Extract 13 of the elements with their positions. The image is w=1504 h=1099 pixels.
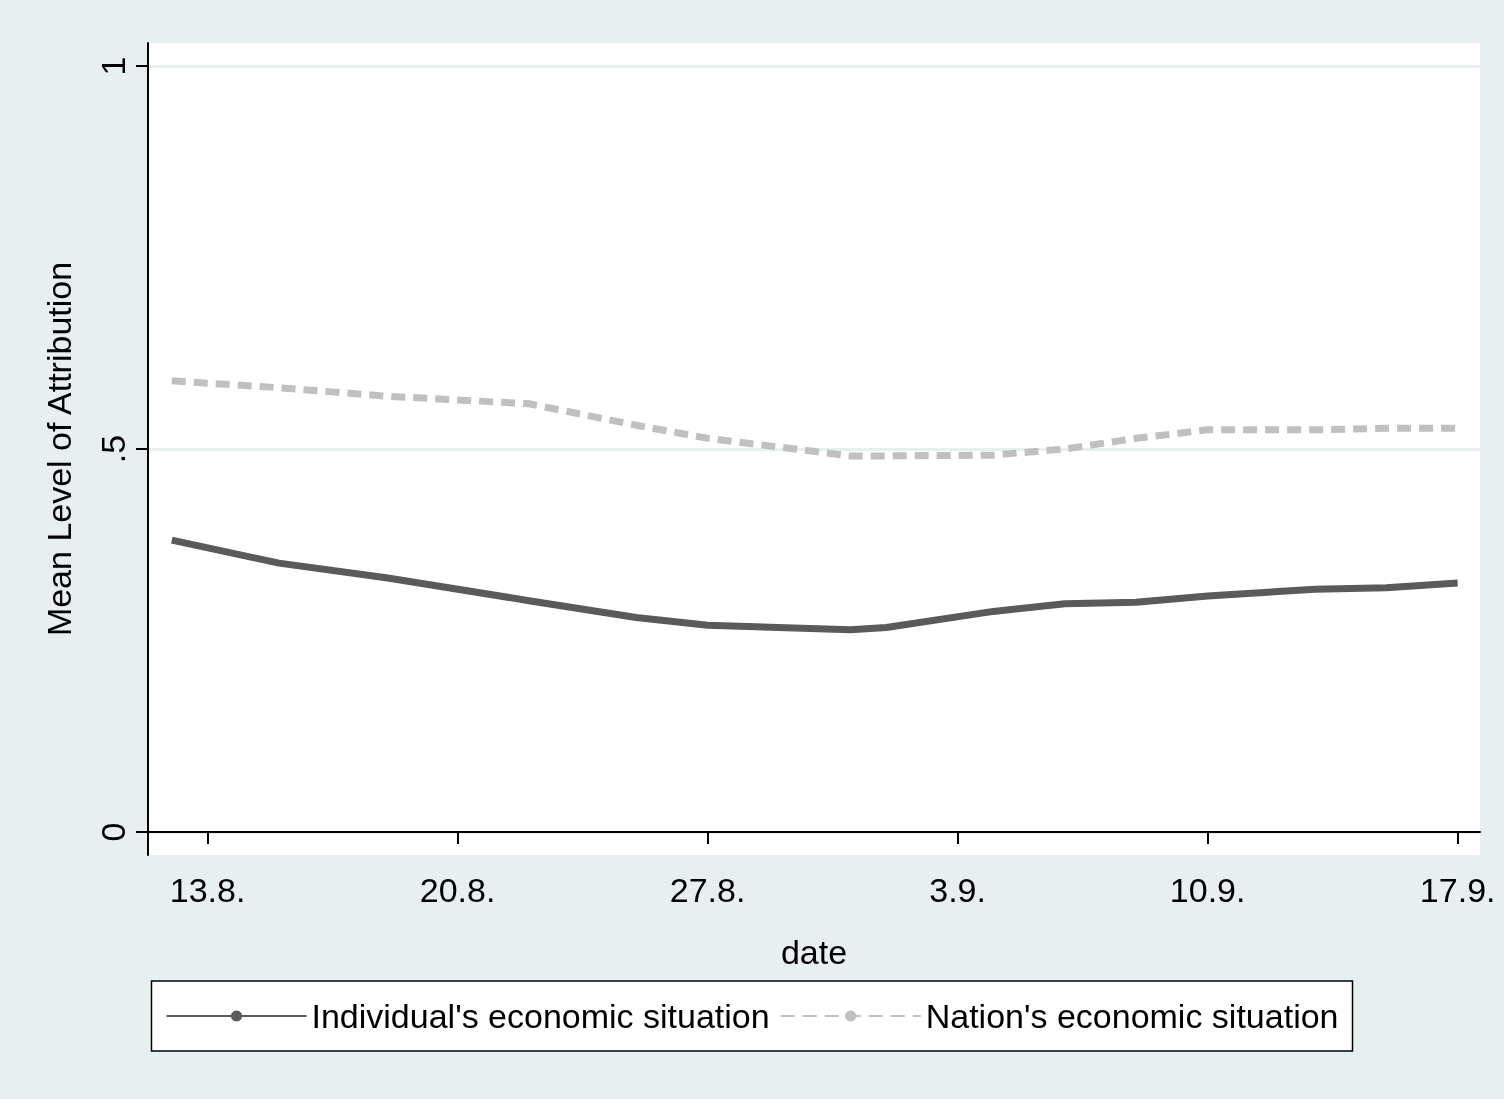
legend-label: Individual's economic situation <box>311 997 770 1035</box>
legend-label: Nation's economic situation <box>925 997 1339 1035</box>
x-tick-label: 17.9. <box>1419 871 1496 909</box>
x-tick-label: 10.9. <box>1169 871 1246 909</box>
x-tick-label: 13.8. <box>169 871 246 909</box>
y-tick-label: 1 <box>94 56 132 76</box>
y-tick-label: .5 <box>94 434 132 464</box>
x-axis-title: date <box>780 933 848 971</box>
y-axis-title: Mean Level of Attribution <box>40 261 78 637</box>
y-tick-label: 0 <box>94 822 132 842</box>
x-tick-label: 3.9. <box>929 871 986 909</box>
x-tick-label: 27.8. <box>669 871 746 909</box>
x-tick-label: 20.8. <box>419 871 496 909</box>
